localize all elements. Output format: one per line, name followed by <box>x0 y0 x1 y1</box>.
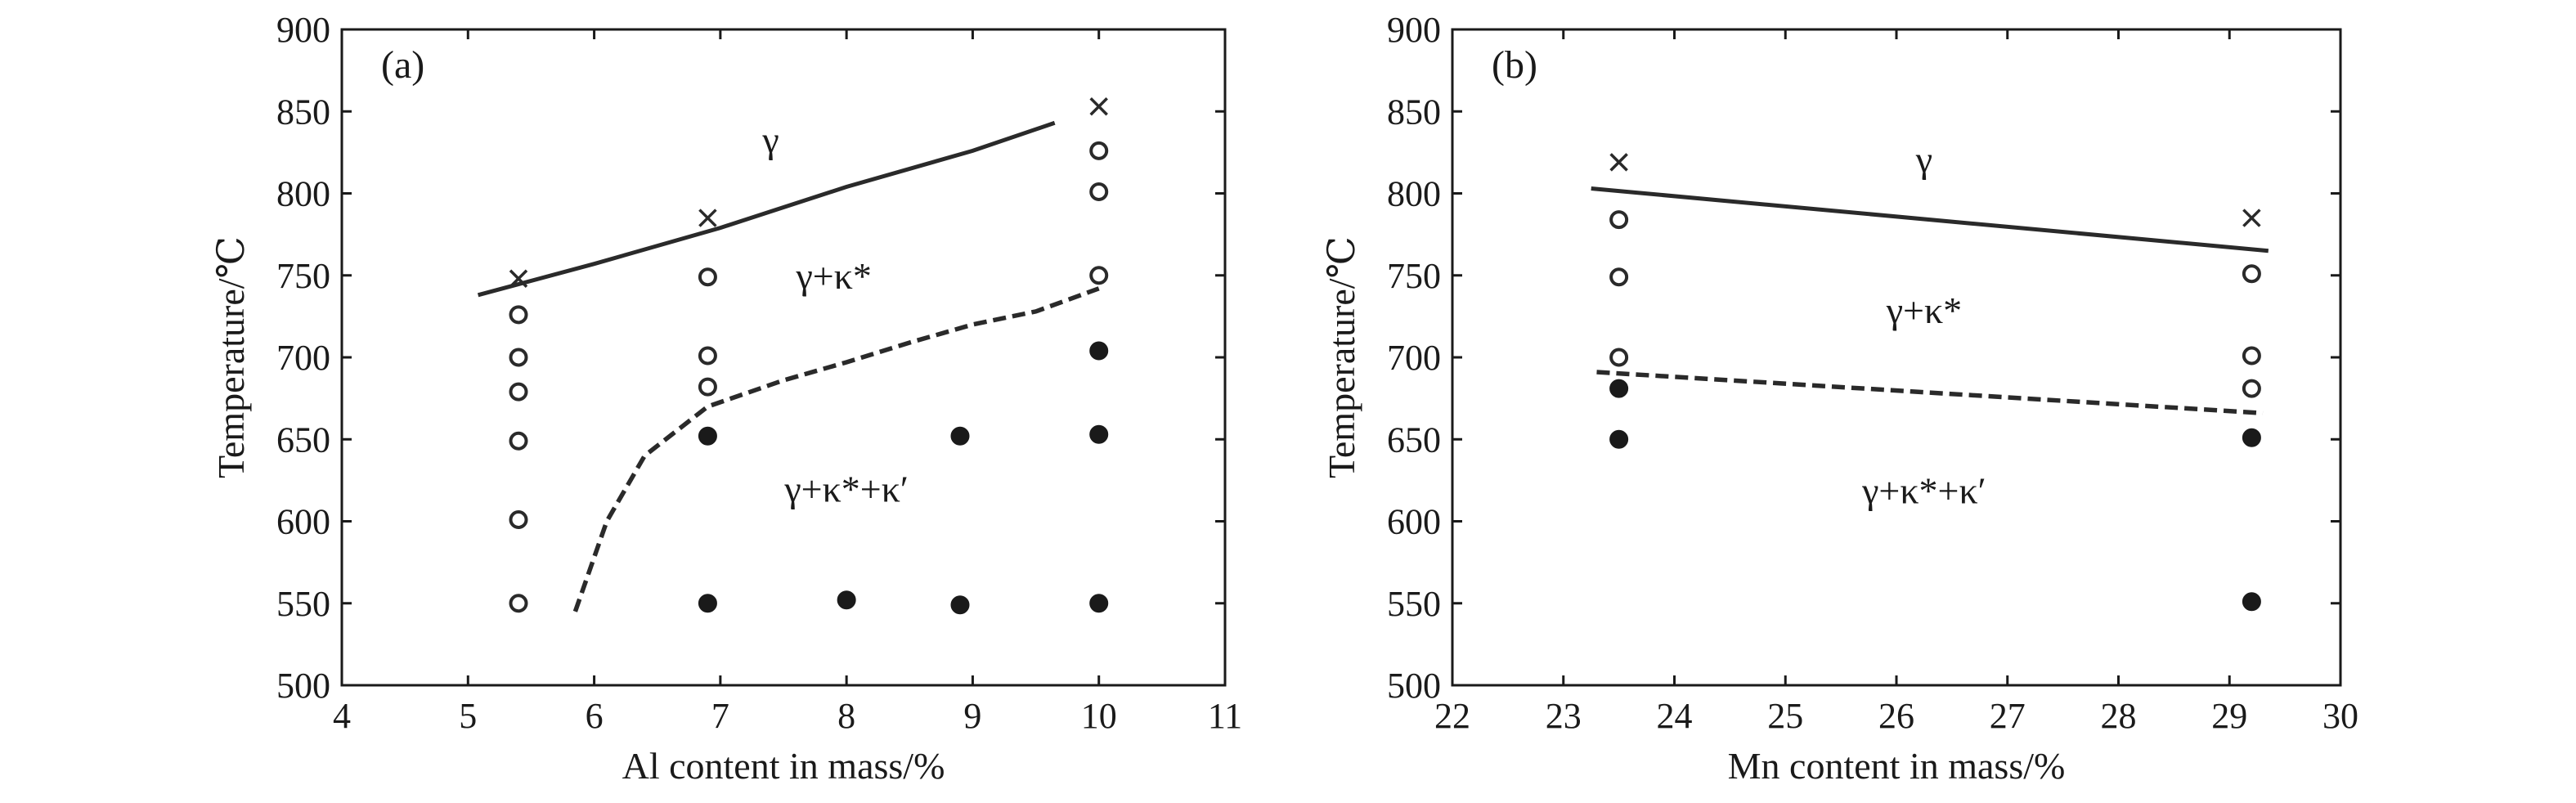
x-tick-label: 23 <box>1546 696 1582 736</box>
cross-stroke <box>509 269 528 288</box>
filled-circle-point <box>1089 424 1109 444</box>
cross-point <box>2242 209 2261 227</box>
cross-stroke <box>2242 209 2261 227</box>
x-axis-label: Mn content in mass/% <box>1728 745 2066 787</box>
y-tick-label: 700 <box>276 338 330 378</box>
open-circle-point <box>1089 141 1109 160</box>
x-tick-label: 28 <box>2101 696 2137 736</box>
region-label: γ <box>761 119 779 160</box>
y-tick-label: 700 <box>1387 338 1441 378</box>
y-tick-label: 500 <box>1387 666 1441 706</box>
open-circle-point <box>2242 264 2261 284</box>
region-label: γ+κ* <box>795 255 871 297</box>
y-tick-label: 550 <box>1387 584 1441 624</box>
y-tick-label: 750 <box>276 256 330 296</box>
panel-label: (b) <box>1492 43 1537 87</box>
x-tick-label: 11 <box>1208 696 1242 736</box>
filled-circle-point <box>837 590 856 610</box>
y-tick-label: 900 <box>1387 10 1441 50</box>
open-circle-point <box>509 382 528 402</box>
x-tick-label: 22 <box>1434 696 1470 736</box>
gamma-boundary-line <box>477 120 1056 298</box>
open-circle-point <box>1609 210 1629 230</box>
open-circle-point <box>509 431 528 451</box>
region-label: γ+κ*+κ′ <box>1861 469 1986 511</box>
y-tick-label: 850 <box>276 92 330 132</box>
cross-point <box>698 209 717 227</box>
y-axis-label: Temperature/℃ <box>210 236 252 478</box>
filled-circle-point <box>1609 379 1629 398</box>
x-tick-label: 24 <box>1657 696 1693 736</box>
y-tick-label: 750 <box>1387 256 1441 296</box>
open-circle-point <box>509 305 528 325</box>
panel-a: (a) Al content in mass/% Temperature/℃ 4… <box>210 10 1242 787</box>
y-tick-label: 600 <box>276 502 330 542</box>
x-tick-label: 10 <box>1081 696 1117 736</box>
cross-point <box>509 269 528 288</box>
filled-circle-point <box>1089 341 1109 361</box>
open-circle-point <box>1609 348 1629 367</box>
x-tick-label: 6 <box>586 696 604 736</box>
x-tick-label: 27 <box>1990 696 2026 736</box>
x-tick-label: 7 <box>711 696 729 736</box>
x-tick-label: 5 <box>459 696 477 736</box>
open-circle-point <box>698 346 717 366</box>
cross-stroke <box>1089 96 1108 116</box>
open-circle-point <box>1089 182 1109 201</box>
cross-stroke <box>1609 153 1628 172</box>
panel-b: (b) Mn content in mass/% Temperature/℃ 2… <box>1321 10 2358 787</box>
open-circle-point <box>509 594 528 613</box>
y-tick-label: 850 <box>1387 92 1441 132</box>
open-circle-point <box>1089 266 1109 285</box>
filled-circle-point <box>2242 428 2261 447</box>
plot-frame <box>1451 28 2342 687</box>
x-tick-label: 25 <box>1767 696 1803 736</box>
x-tick-label: 4 <box>333 696 351 736</box>
y-tick-label: 500 <box>276 666 330 706</box>
y-tick-label: 550 <box>276 584 330 624</box>
open-circle-point <box>2242 379 2261 398</box>
open-circle-point <box>698 267 717 287</box>
y-tick-label: 650 <box>1387 419 1441 460</box>
kappa-prime-boundary-line <box>572 286 1100 612</box>
x-tick-label: 8 <box>837 696 855 736</box>
filled-circle-point <box>950 595 970 615</box>
filled-circle-point <box>698 426 717 446</box>
open-circle-point <box>698 377 717 397</box>
gamma-boundary-line <box>1591 186 2269 253</box>
open-circle-point <box>509 348 528 367</box>
filled-circle-point <box>2242 592 2261 612</box>
region-label: γ <box>1915 138 1932 180</box>
y-tick-label: 800 <box>1387 174 1441 214</box>
region-label: γ+κ* <box>1886 289 1962 331</box>
y-tick-label: 650 <box>276 419 330 460</box>
filled-circle-point <box>1609 429 1629 449</box>
cross-stroke <box>698 209 717 227</box>
panel-label: (a) <box>381 43 424 87</box>
cross-point <box>1089 96 1108 116</box>
filled-circle-point <box>698 594 717 613</box>
x-tick-label: 29 <box>2211 696 2247 736</box>
open-circle-point <box>1609 267 1629 287</box>
open-circle-point <box>509 509 528 529</box>
y-tick-label: 800 <box>276 174 330 214</box>
filled-circle-point <box>1089 594 1109 613</box>
open-circle-point <box>2242 346 2261 366</box>
x-axis-label: Al content in mass/% <box>622 745 945 787</box>
y-tick-label: 600 <box>1387 502 1441 542</box>
region-label: γ+κ*+κ′ <box>783 468 909 509</box>
x-tick-label: 30 <box>2322 696 2358 736</box>
y-axis-label: Temperature/℃ <box>1321 236 1362 478</box>
cross-point <box>1609 153 1628 172</box>
kappa-prime-boundary-line <box>1596 370 2264 415</box>
x-tick-label: 9 <box>963 696 981 736</box>
x-tick-label: 26 <box>1878 696 1914 736</box>
filled-circle-point <box>950 426 970 446</box>
y-tick-label: 900 <box>276 10 330 50</box>
